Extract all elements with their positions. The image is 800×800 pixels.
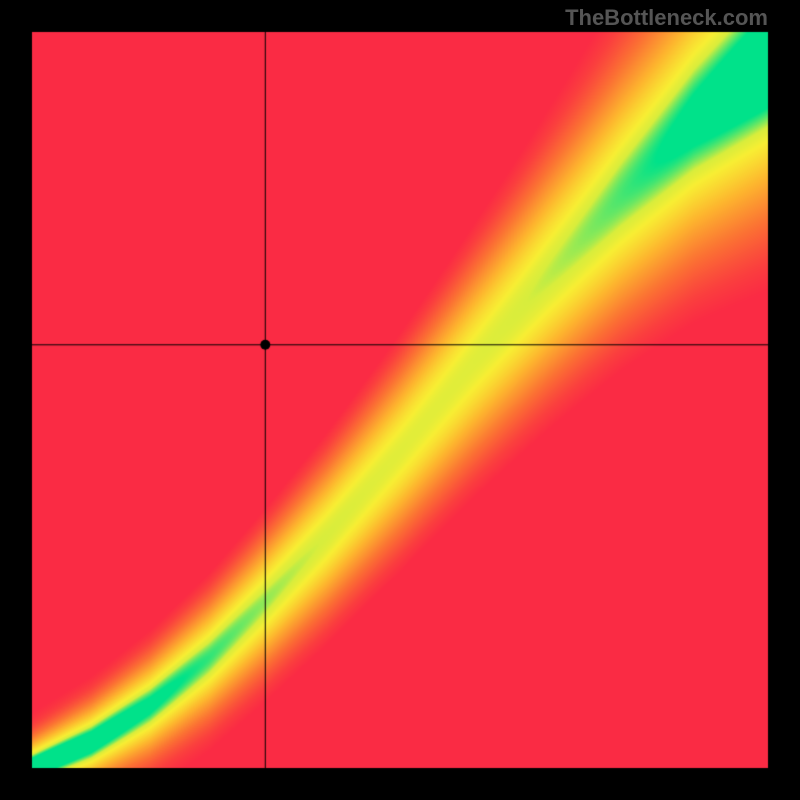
- bottleneck-heatmap: [0, 0, 800, 800]
- watermark-text: TheBottleneck.com: [565, 5, 768, 31]
